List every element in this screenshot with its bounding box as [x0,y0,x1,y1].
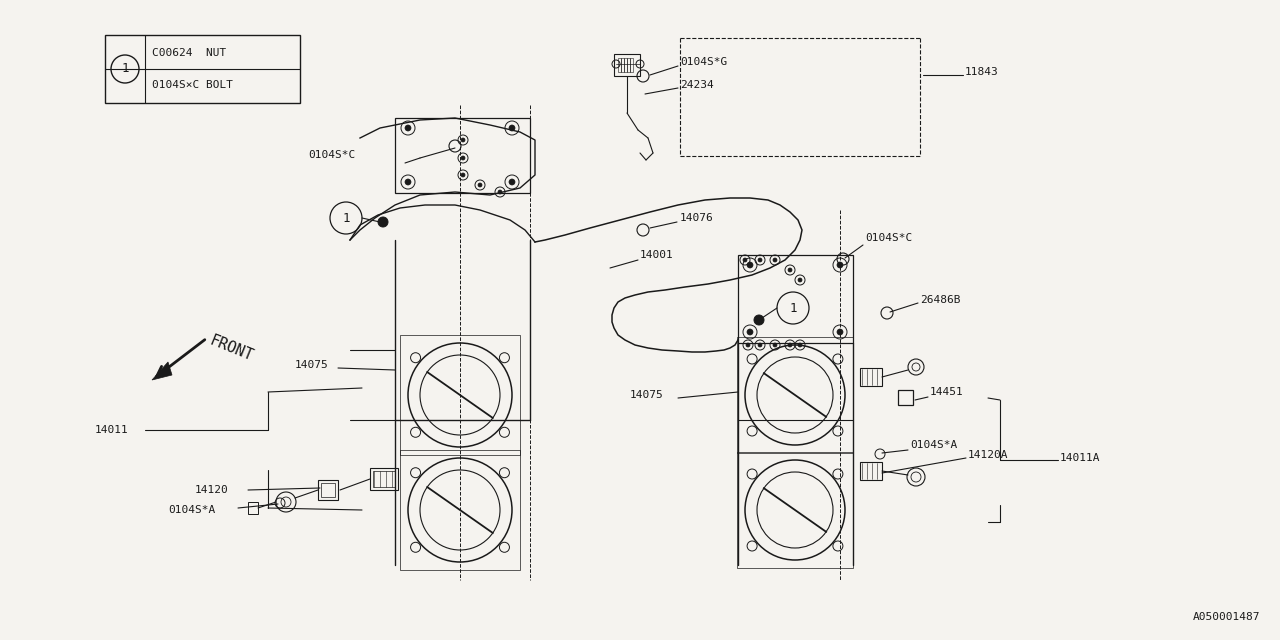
Circle shape [837,262,844,268]
Text: 11843: 11843 [965,67,998,77]
Text: FRONT: FRONT [207,333,255,364]
Circle shape [773,258,777,262]
Bar [630,58,634,72]
Bar [317,480,338,500]
Text: 14011: 14011 [95,425,129,435]
Bar [399,450,520,570]
Text: 26486B: 26486B [920,295,960,305]
Bar [321,483,335,497]
Bar [399,335,520,455]
Circle shape [404,179,411,185]
Circle shape [461,138,465,142]
Circle shape [748,329,753,335]
Bar [739,255,852,343]
Circle shape [797,278,803,282]
Text: 0104S*C: 0104S*C [308,150,356,160]
Text: C00624  NUT: C00624 NUT [152,49,227,58]
Text: 0104S*A: 0104S*A [168,505,215,515]
Circle shape [404,125,411,131]
Bar [614,54,640,76]
Bar [621,58,625,72]
Circle shape [758,343,762,347]
Text: 0104S*C: 0104S*C [865,233,913,243]
Circle shape [461,173,465,177]
Text: 14075: 14075 [294,360,329,370]
Text: 14011A: 14011A [1060,453,1101,463]
Bar [105,35,300,103]
Text: 14075: 14075 [630,390,664,400]
Bar [625,58,627,72]
Text: 14120A: 14120A [968,450,1009,460]
Bar [737,337,852,453]
Circle shape [378,217,388,227]
Text: 0104S*A: 0104S*A [910,440,957,450]
Text: 14076: 14076 [680,213,714,223]
Circle shape [748,262,753,268]
Polygon shape [152,362,172,380]
Circle shape [754,315,764,325]
Circle shape [509,125,515,131]
Text: A050001487: A050001487 [1193,612,1260,622]
Bar [396,118,530,193]
Circle shape [498,190,502,194]
Circle shape [746,343,750,347]
Text: 0104S*G: 0104S*G [680,57,727,67]
Bar [372,471,396,487]
Circle shape [797,343,803,347]
Bar [860,462,882,480]
Circle shape [788,268,792,272]
Text: 0104S×C BOLT: 0104S×C BOLT [152,79,233,90]
Bar [370,468,398,490]
Bar [618,58,621,72]
Circle shape [461,156,465,160]
Bar [899,390,913,405]
Text: 14001: 14001 [640,250,673,260]
Bar [248,502,259,514]
Text: 1: 1 [122,63,129,76]
Text: 1: 1 [790,301,796,314]
Bar [737,452,852,568]
Circle shape [742,258,748,262]
Text: 14120: 14120 [195,485,229,495]
Text: 24234: 24234 [680,80,714,90]
Circle shape [477,183,483,187]
Circle shape [773,343,777,347]
Text: 14451: 14451 [931,387,964,397]
Circle shape [788,343,792,347]
Bar [627,58,630,72]
Circle shape [837,329,844,335]
Text: 1: 1 [342,211,349,225]
Circle shape [509,179,515,185]
Circle shape [758,258,762,262]
Bar [860,368,882,386]
